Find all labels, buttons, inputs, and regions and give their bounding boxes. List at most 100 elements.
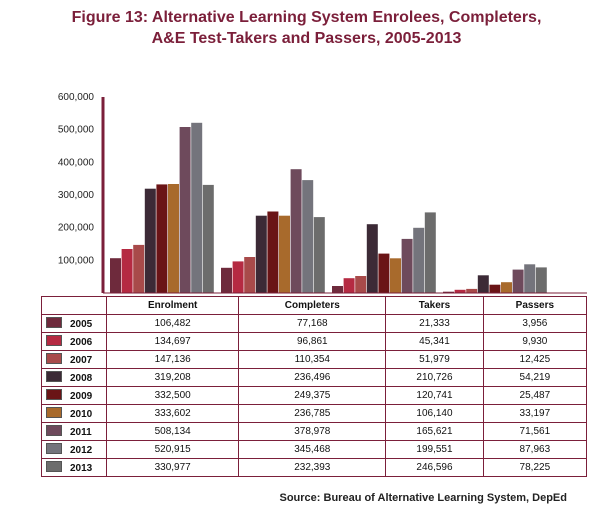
bar-passers-2005 — [443, 291, 454, 293]
bar-completers-2009 — [267, 211, 279, 293]
y-tick-label: 100,000 — [58, 255, 95, 266]
legend-entry: 2010 — [41, 404, 107, 423]
table-cell: 87,963 — [482, 440, 588, 459]
bar-takers-2005 — [332, 286, 343, 293]
table-header-passers: Passers — [482, 296, 588, 315]
bar-completers-2005 — [221, 267, 232, 293]
legend-entry: 2007 — [41, 350, 107, 369]
legend-swatch — [46, 389, 62, 400]
table-cell: 110,354 — [238, 350, 387, 369]
bar-passers-2009 — [489, 284, 501, 293]
legend-label: 2006 — [70, 337, 93, 348]
table-cell: 9,930 — [482, 332, 588, 351]
table-header-row: Enrolment Completers Takers Passers — [41, 296, 588, 315]
bar-chart: 100,000 200,000 300,000 400,000 500,000 600,0… — [58, 92, 587, 294]
bar-enrolment-2013 — [202, 184, 214, 293]
table-cell: 77,168 — [238, 314, 387, 333]
legend-entry: 2009 — [41, 386, 107, 405]
chart-title-line2: A&E Test-Takers and Passers, 2005-2013 — [151, 30, 462, 47]
data-table: Enrolment Completers Takers Passers 2005 106… — [41, 296, 588, 477]
table-body: 2005 106,482 77,168 21,333 3,956 2006 134,697 9… — [41, 314, 588, 477]
bar-takers-2008 — [366, 224, 378, 293]
legend-swatch — [46, 317, 62, 328]
legend-label: 2010 — [70, 409, 93, 420]
y-tick-label: 600,000 — [58, 92, 95, 103]
table-row: 2008 319,208 236,496 210,726 54,219 — [41, 368, 588, 387]
table-cell: 333,602 — [105, 404, 240, 423]
table-cell: 106,140 — [385, 404, 484, 423]
table-cell: 236,496 — [238, 368, 387, 387]
legend-label: 2007 — [70, 355, 93, 366]
y-axis-ticks: 100,000 200,000 300,000 400,000 500,000 600,0… — [58, 92, 95, 266]
bar-enrolment-2008 — [144, 188, 156, 293]
y-tick-label: 200,000 — [58, 223, 95, 234]
bar-completers-2012 — [302, 180, 314, 293]
bar-takers-2009 — [378, 253, 390, 293]
table-cell: 246,596 — [385, 458, 484, 477]
bar-passers-2006 — [454, 289, 466, 293]
table-cell: 319,208 — [105, 368, 240, 387]
bar-completers-2013 — [313, 217, 325, 293]
bar-passers-2012 — [524, 264, 536, 293]
legend-swatch — [46, 353, 62, 364]
bar-enrolment-2007 — [133, 244, 145, 293]
legend-entry: 2005 — [41, 314, 107, 333]
table-row: 2013 330,977 232,393 246,596 78,225 — [41, 458, 588, 477]
legend-label: 2005 — [70, 319, 93, 330]
legend-entry: 2011 — [41, 422, 107, 441]
table-cell: 249,375 — [238, 386, 387, 405]
bar-takers-2012 — [413, 227, 425, 293]
table-cell: 236,785 — [238, 404, 387, 423]
bar-enrolment-2011 — [179, 127, 191, 293]
bar-passers-2013 — [535, 267, 547, 293]
table-cell: 134,697 — [105, 332, 240, 351]
table-cell: 378,978 — [238, 422, 387, 441]
table-cell: 232,393 — [238, 458, 387, 477]
chart-title-line1: Figure 13: Alternative Learning System E… — [71, 9, 542, 26]
legend-entry: 2008 — [41, 368, 107, 387]
bar-takers-2013 — [424, 212, 436, 293]
table-cell: 54,219 — [482, 368, 588, 387]
table-cell: 199,551 — [385, 440, 484, 459]
table-row: 2010 333,602 236,785 106,140 33,197 — [41, 404, 588, 423]
table-cell: 3,956 — [482, 314, 588, 333]
table-cell: 330,977 — [105, 458, 240, 477]
bar-passers-2008 — [477, 275, 489, 293]
bar-passers-2010 — [501, 282, 512, 293]
table-header-enrolment: Enrolment — [105, 296, 240, 315]
table-cell: 21,333 — [385, 314, 484, 333]
bar-completers-2008 — [255, 215, 267, 293]
bar-completers-2011 — [290, 169, 302, 293]
bar-completers-2006 — [232, 261, 244, 293]
table-cell: 51,979 — [385, 350, 484, 369]
table-cell: 165,621 — [385, 422, 484, 441]
table-cell: 106,482 — [105, 314, 240, 333]
legend-label: 2013 — [70, 463, 93, 474]
table-cell: 78,225 — [482, 458, 588, 477]
legend-entry: 2006 — [41, 332, 107, 351]
bar-enrolment-2012 — [191, 122, 203, 293]
source-note: Source: Bureau of Alternative Learning S… — [279, 492, 568, 504]
bar-takers-2006 — [343, 278, 355, 293]
table-cell: 120,741 — [385, 386, 484, 405]
bar-completers-2010 — [279, 215, 290, 293]
legend-swatch — [46, 371, 62, 382]
y-tick-label: 400,000 — [58, 157, 95, 168]
bar-enrolment-2006 — [121, 249, 133, 293]
legend-swatch — [46, 461, 62, 472]
bar-passers-2007 — [466, 288, 478, 293]
bar-enrolment-2009 — [156, 184, 168, 293]
legend-swatch — [46, 425, 62, 436]
legend-swatch — [46, 407, 62, 418]
table-cell: 12,425 — [482, 350, 588, 369]
legend-swatch — [46, 335, 62, 346]
bar-enrolment-2005 — [110, 258, 121, 293]
table-cell: 147,136 — [105, 350, 240, 369]
legend-label: 2011 — [70, 427, 92, 438]
bar-takers-2007 — [355, 276, 367, 293]
table-cell: 33,197 — [482, 404, 588, 423]
table-cell: 520,915 — [105, 440, 240, 459]
table-row: 2011 508,134 378,978 165,621 71,561 — [41, 422, 588, 441]
table-cell: 332,500 — [105, 386, 240, 405]
legend-label: 2009 — [70, 391, 93, 402]
